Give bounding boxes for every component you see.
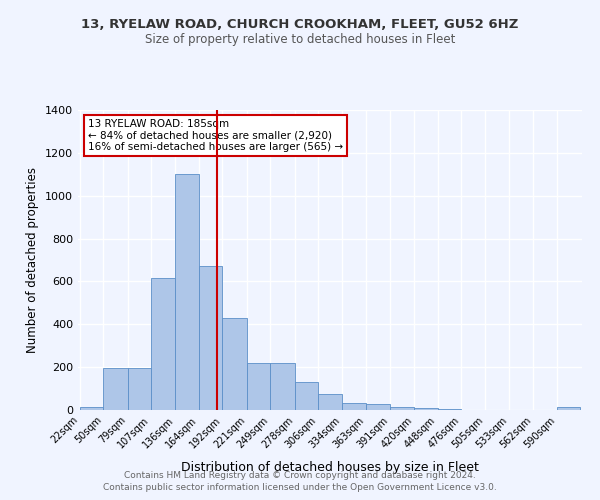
Bar xyxy=(437,409,461,410)
Text: Size of property relative to detached houses in Fleet: Size of property relative to detached ho… xyxy=(145,32,455,46)
Bar xyxy=(199,266,223,410)
Y-axis label: Number of detached properties: Number of detached properties xyxy=(26,167,40,353)
Bar xyxy=(366,404,389,410)
Bar xyxy=(414,408,437,410)
Text: 13 RYELAW ROAD: 185sqm
← 84% of detached houses are smaller (2,920)
16% of semi-: 13 RYELAW ROAD: 185sqm ← 84% of detached… xyxy=(88,119,343,152)
Bar xyxy=(247,363,271,410)
Bar xyxy=(318,394,342,410)
Bar xyxy=(389,407,414,410)
X-axis label: Distribution of detached houses by size in Fleet: Distribution of detached houses by size … xyxy=(181,461,479,474)
Bar xyxy=(557,407,580,410)
Bar xyxy=(295,382,318,410)
Text: Contains HM Land Registry data © Crown copyright and database right 2024.: Contains HM Land Registry data © Crown c… xyxy=(124,471,476,480)
Bar xyxy=(271,363,295,410)
Text: 13, RYELAW ROAD, CHURCH CROOKHAM, FLEET, GU52 6HZ: 13, RYELAW ROAD, CHURCH CROOKHAM, FLEET,… xyxy=(82,18,518,30)
Bar xyxy=(175,174,199,410)
Bar xyxy=(342,402,366,410)
Bar xyxy=(80,407,103,410)
Bar xyxy=(223,318,247,410)
Bar xyxy=(128,368,151,410)
Bar xyxy=(103,368,128,410)
Bar xyxy=(151,278,175,410)
Text: Contains public sector information licensed under the Open Government Licence v3: Contains public sector information licen… xyxy=(103,484,497,492)
